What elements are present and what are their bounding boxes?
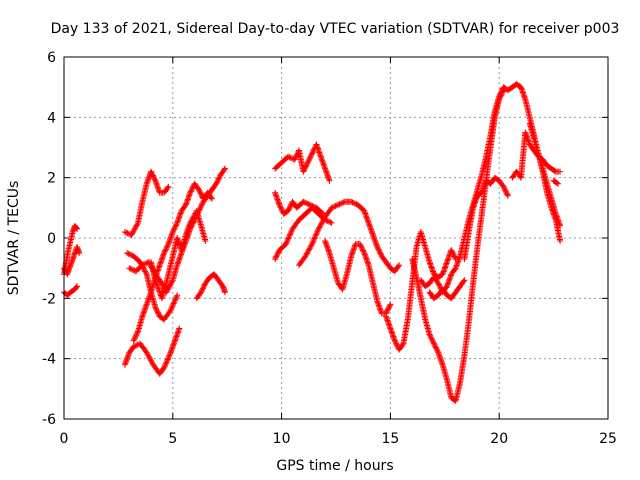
y-tick-label: -4: [42, 352, 56, 368]
data-points: [61, 81, 564, 404]
x-tick-label: 0: [60, 431, 69, 447]
plus-markers: [121, 168, 172, 238]
x-axis-ticks: 0 5 10 15 20 25: [60, 57, 617, 447]
series-s23: [550, 177, 561, 187]
series-s16: [383, 229, 459, 353]
plus-markers: [148, 207, 209, 302]
series-s21: [509, 129, 564, 181]
y-tick-label: 2: [47, 171, 56, 187]
series-s12: [272, 141, 333, 184]
series-s10: [193, 271, 228, 302]
series-s4: [121, 325, 183, 377]
x-tick-label: 5: [168, 431, 177, 447]
series-s13: [272, 189, 326, 217]
series-s22: [526, 120, 564, 229]
plus-markers: [322, 238, 394, 317]
plus-markers: [296, 198, 403, 275]
series-s14: [296, 198, 403, 275]
plus-markers: [426, 277, 468, 302]
series-s15: [322, 238, 394, 317]
chart-title: Day 133 of 2021, Sidereal Day-to-day VTE…: [51, 21, 620, 37]
plot-frame: [63, 56, 609, 420]
y-tick-label: 6: [47, 50, 56, 66]
plus-markers: [383, 229, 459, 353]
plus-markers: [509, 129, 564, 181]
plus-markers: [272, 141, 333, 184]
plus-markers: [526, 120, 564, 229]
x-tick-label: 15: [381, 431, 399, 447]
plus-markers: [550, 177, 561, 187]
y-tick-label: -6: [42, 412, 56, 428]
y-tick-label: -2: [42, 291, 56, 307]
y-axis-ticks: -6 -4 -2 0 2 4 6: [42, 50, 608, 428]
series-s20: [461, 174, 511, 263]
plus-markers: [272, 189, 326, 217]
series-s19: [426, 277, 468, 302]
series-s9: [148, 207, 209, 302]
x-tick-label: 20: [490, 431, 508, 447]
series-s5: [121, 168, 172, 238]
plus-markers: [461, 174, 511, 263]
y-tick-label: 0: [47, 231, 56, 247]
plus-markers: [417, 81, 564, 296]
plus-markers: [121, 325, 183, 377]
plus-markers: [193, 271, 228, 302]
y-tick-label: 4: [47, 110, 56, 126]
y-axis-label: SDTVAR / TECUs: [6, 181, 22, 296]
series-s18: [417, 81, 564, 296]
x-tick-label: 25: [599, 431, 617, 447]
x-tick-label: 10: [273, 431, 291, 447]
x-axis-label: GPS time / hours: [276, 458, 393, 474]
